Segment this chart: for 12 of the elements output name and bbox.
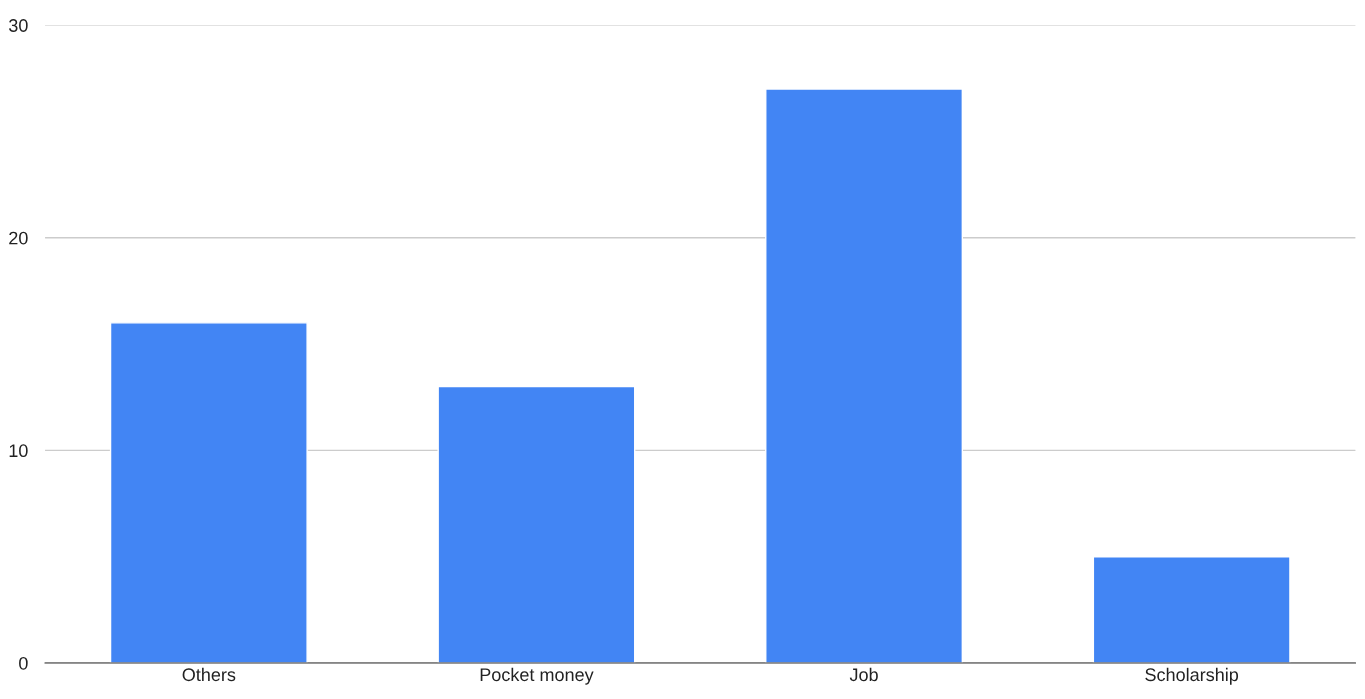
y-tick-label: 30 [8,19,28,32]
x-tick-label: Scholarship [1145,667,1239,685]
bar [109,322,308,663]
x-tick-label: Job [849,667,878,682]
bar [765,88,964,663]
x-tick-label: Pocket money [480,667,594,685]
y-tick-label: 0 [19,656,28,670]
bar [1092,556,1291,663]
x-tick-label: Others [182,667,236,682]
y-tick-label: 10 [9,444,28,458]
y-tick-label: 20 [9,231,28,245]
bar [437,385,636,663]
